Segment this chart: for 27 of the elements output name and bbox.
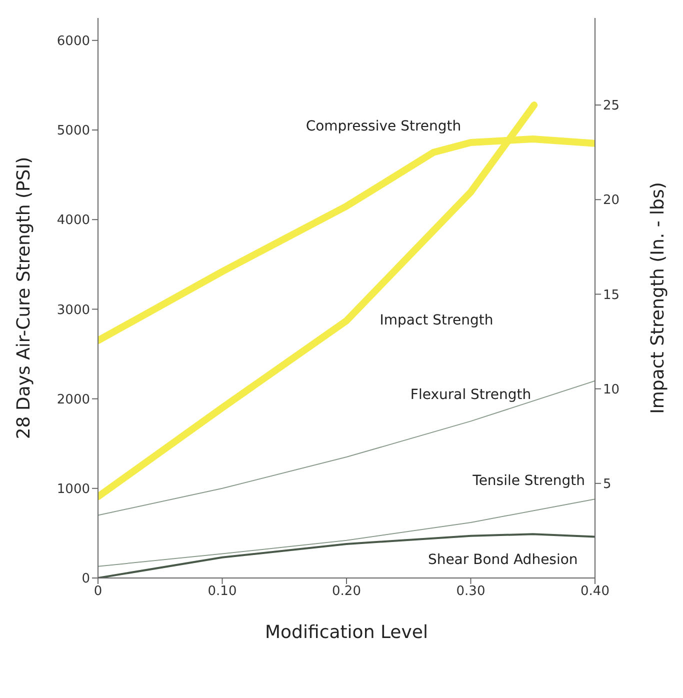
y-tick-label: 1000 [56, 482, 90, 498]
series-label: Tensile Strength [472, 473, 585, 490]
y-tick-label: 4000 [56, 213, 90, 228]
line-series [98, 498, 595, 567]
x-tick-label: 0.40 [580, 584, 610, 600]
x-tick-label: 0 [94, 584, 102, 600]
y-tick-label: 0 [82, 572, 90, 587]
y2-tick-label: 10 [603, 382, 620, 398]
y2-tick-label: 15 [603, 288, 620, 303]
x-tick-label: 0.20 [332, 584, 361, 600]
y2-tick-label: 5 [603, 477, 612, 492]
y2-axis-title: Impact Strength (In. - lbs) [647, 182, 668, 414]
y-tick-label: 3000 [56, 302, 90, 318]
y-axis-title: 28 Days Air-Cure Strength (PSI) [13, 156, 34, 440]
series-label: Flexural Strength [410, 387, 532, 404]
y-tick-label: 2000 [56, 392, 90, 408]
x-tick-label: 0.10 [208, 584, 237, 600]
series-label: Shear Bond Adhesion [428, 552, 578, 568]
y2-tick-label: 25 [603, 98, 620, 114]
y2-tick-label: 20 [603, 193, 620, 208]
x-axis-title: Modification Level [265, 622, 428, 643]
line-series [98, 380, 595, 516]
series-label: Impact Strength [380, 312, 494, 329]
y-tick-label: 6000 [56, 34, 90, 50]
series-label: Compressive Strength [306, 118, 462, 134]
x-tick-label: 0.30 [456, 584, 486, 600]
y-tick-label: 5000 [56, 124, 90, 139]
